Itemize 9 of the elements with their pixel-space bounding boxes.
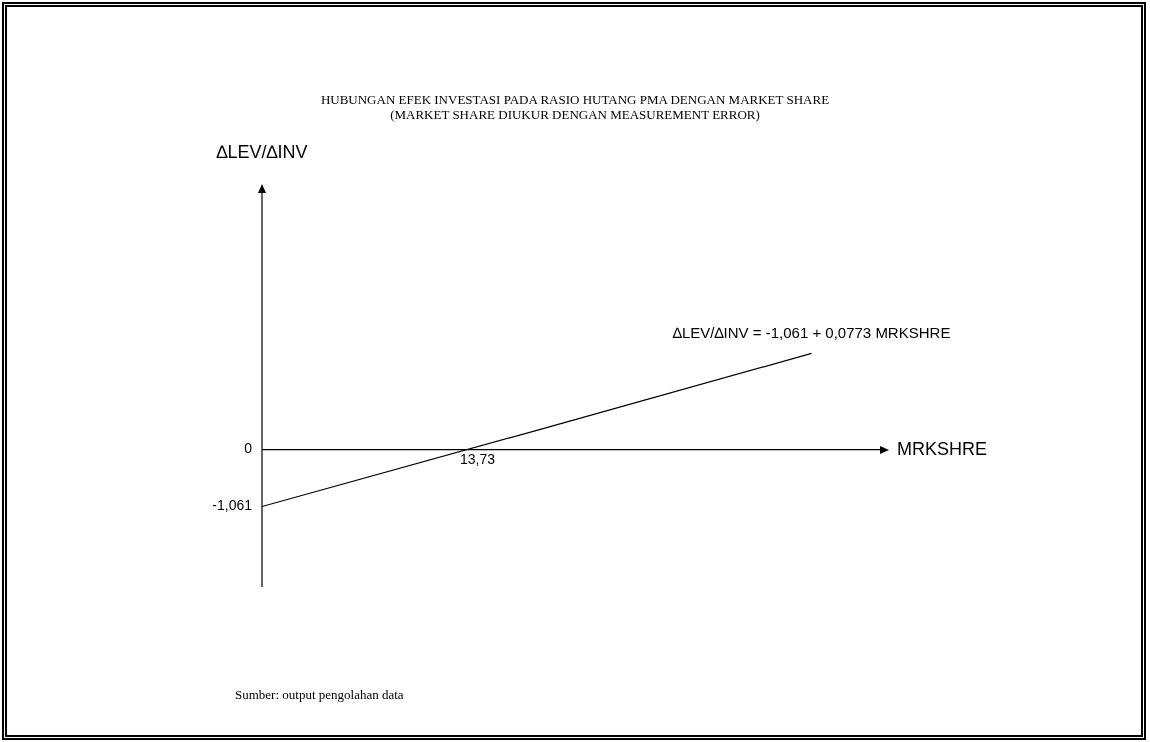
x-axis-title: MRKSHRE xyxy=(897,438,988,459)
annotation: ∆LEV/∆INV = -1,061 + 0,0773 MRKSHRE xyxy=(672,324,951,342)
text: 0 xyxy=(244,440,253,457)
chart-subtitle: (MARKET SHARE DIUKUR DENGAN MEASUREMENT ERROR) xyxy=(389,107,761,122)
text: -1,061 xyxy=(212,497,253,514)
chart-title: HUBUNGAN EFEK INVESTASI PADA RASIO HUTANG PMA DENGAN MARKET SHARE xyxy=(319,92,831,107)
text: ∆LEV/∆INV xyxy=(216,141,308,162)
annotation: 13,73 xyxy=(459,451,496,468)
text: Sumber: output pengolahan data xyxy=(235,687,404,703)
